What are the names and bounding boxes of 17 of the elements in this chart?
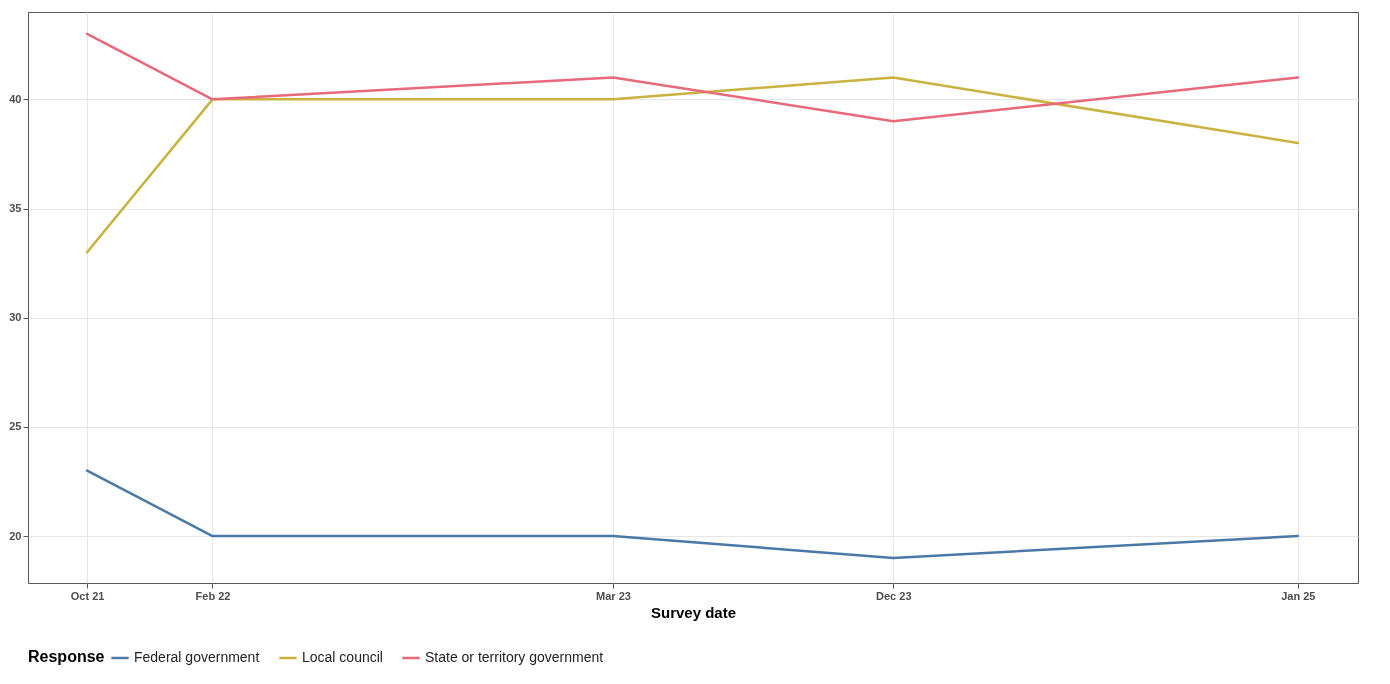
legend-label: State or territory government xyxy=(425,649,604,665)
x-tick-label: Oct 21 xyxy=(70,589,105,602)
y-tick-label: 25 xyxy=(9,420,22,433)
y-tick-label: 40 xyxy=(9,92,22,105)
legend-label: Local council xyxy=(302,649,383,665)
x-tick-label: Jan 25 xyxy=(1281,589,1316,602)
legend-title: Response xyxy=(28,648,105,665)
y-tick-label: 35 xyxy=(9,202,22,215)
x-tick-label: Dec 23 xyxy=(876,589,912,602)
x-tick-label: Mar 23 xyxy=(596,589,631,602)
x-axis-title: Survey date xyxy=(650,603,737,621)
y-tick-label: 30 xyxy=(9,311,22,324)
y-tick-label: 20 xyxy=(9,529,22,542)
line-series xyxy=(85,76,1300,254)
legend-label: Federal government xyxy=(134,649,260,665)
line-series xyxy=(85,32,1300,123)
x-tick-label: Feb 22 xyxy=(195,589,231,602)
